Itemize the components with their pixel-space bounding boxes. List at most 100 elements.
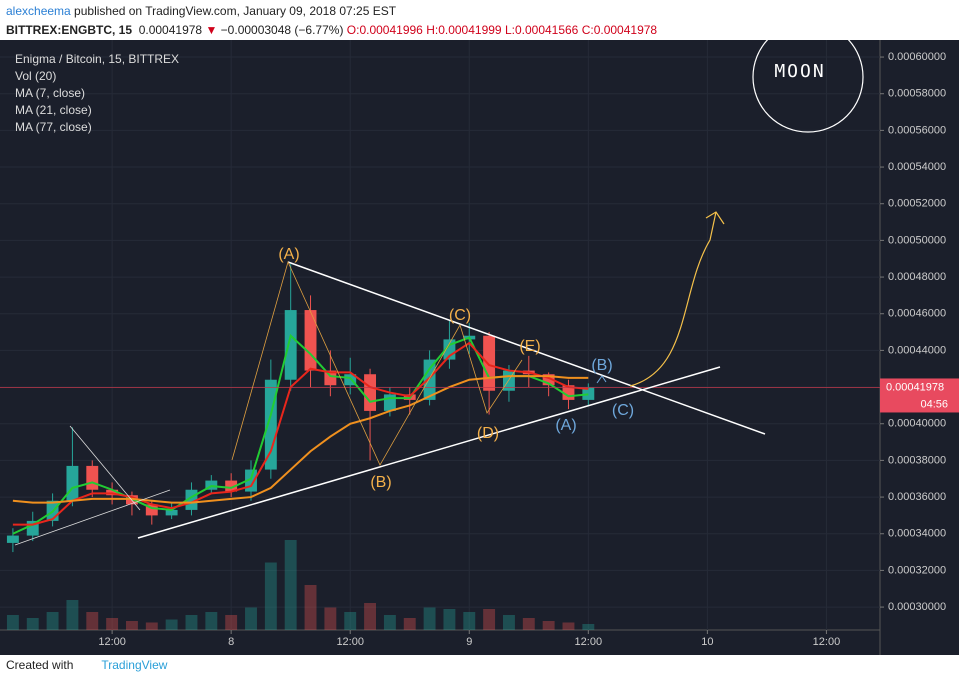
volume-bar — [284, 540, 297, 630]
candle-body — [26, 520, 39, 536]
y-tick-label: 0.00058000 — [888, 88, 946, 100]
created: Created with — [6, 658, 74, 672]
trend-line — [14, 489, 171, 546]
candle-body — [145, 504, 158, 516]
candle-body — [344, 374, 357, 386]
y-tick-label: 0.00030000 — [888, 601, 946, 613]
candle-body — [225, 480, 238, 492]
candle-body — [542, 374, 555, 386]
change: −0.00003048 (−6.77%) — [220, 23, 344, 37]
candle-body — [264, 379, 277, 470]
y-tick-label: 0.00048000 — [888, 271, 946, 283]
candle-body — [423, 359, 436, 400]
x-tick-label: 10 — [701, 636, 713, 648]
candle-body — [66, 465, 79, 501]
volume-bar — [562, 622, 575, 630]
volume-bar — [225, 615, 238, 630]
x-tick-label: 9 — [466, 636, 472, 648]
wave-label: (A) — [555, 417, 576, 434]
volume-bar — [125, 621, 138, 630]
moon-arrow — [629, 211, 717, 387]
moon-circle — [752, 40, 864, 133]
candle-body — [562, 385, 575, 400]
volume-bar — [582, 624, 595, 630]
legend-entry: MA (21, close) — [15, 103, 92, 117]
high: H:0.00041999 — [426, 23, 502, 37]
volume-bar — [6, 615, 19, 630]
author[interactable]: alexcheema — [6, 4, 71, 18]
blue-labels: (B) (A) (C) — [555, 357, 634, 434]
candle-body — [185, 489, 198, 510]
volume-bar — [145, 622, 158, 630]
y-tick-label: 0.00038000 — [888, 454, 946, 466]
y-tick-label: 0.00034000 — [888, 528, 946, 540]
volume-bar — [522, 618, 535, 630]
header: alexcheema published on TradingView.com,… — [6, 2, 657, 40]
last-price-label: 0.00041978 — [886, 381, 944, 393]
wave-label: (B) — [370, 474, 391, 491]
y-tick-label: 0.00056000 — [888, 124, 946, 136]
chart: 0.00030000 0.00032000 0.00034000 0.00036000… — [0, 40, 959, 655]
volume-bar — [86, 612, 99, 630]
wave-line — [231, 260, 523, 466]
candle-body — [443, 339, 456, 360]
candle-body — [383, 394, 396, 411]
volume-bar — [443, 609, 456, 630]
candle-body — [364, 374, 377, 411]
volume-bar — [324, 607, 337, 630]
volume-bar — [364, 603, 377, 630]
x-tick-label: 12:00 — [575, 636, 603, 648]
y-tick-label: 0.00052000 — [888, 198, 946, 210]
legend-entry: MA (77, close) — [15, 120, 92, 134]
trend-line — [287, 261, 766, 435]
symbol: BITTREX:ENGBTC, 15 — [6, 23, 133, 37]
arrow-head — [705, 211, 725, 225]
low: L:0.00041566 — [504, 23, 579, 37]
volume-bar — [66, 600, 79, 630]
wave-label: (A) — [278, 246, 299, 263]
ma-line — [12, 341, 589, 526]
volume-bar — [106, 618, 119, 630]
y-tick-label: 0.00044000 — [888, 344, 946, 356]
wave-label: (C) — [449, 307, 471, 324]
plot: 0.00030000 0.00032000 0.00034000 0.00036000… — [0, 40, 959, 648]
volume-bar — [542, 621, 555, 630]
candle-body — [245, 469, 257, 492]
volume-bar — [165, 619, 178, 630]
open: O:0.00041996 — [346, 23, 423, 37]
y-tick-label: 0.00040000 — [888, 418, 946, 430]
last-price-box — [880, 378, 959, 413]
x-tick-label: 12:00 — [813, 636, 841, 648]
candle-body — [324, 370, 337, 386]
wave-label: (E) — [519, 338, 540, 355]
legend-entry: Enigma / Bitcoin, 15, BITTREX — [15, 52, 179, 66]
volume-bar — [483, 609, 496, 630]
x-tick-label: 12:00 — [336, 636, 364, 648]
x-tick-label: 12:00 — [98, 636, 126, 648]
candle-body — [582, 387, 595, 400]
x-tick-label: 8 — [228, 636, 234, 648]
volume-bar — [205, 612, 218, 630]
y-tick-label: 0.00060000 — [888, 51, 946, 63]
legend-entry: Vol (20) — [15, 69, 56, 83]
volume-bar — [403, 618, 416, 630]
volume-bar — [344, 612, 357, 630]
wave-label: (C) — [612, 402, 634, 419]
close: C:0.00041978 — [581, 23, 658, 37]
quote-line: BITTREX:ENGBTC, 15 0.00041978 ▼ −0.00003… — [6, 21, 657, 40]
candle-body — [304, 310, 317, 371]
candle-body — [502, 370, 515, 391]
legend-entry: MA (7, close) — [15, 86, 85, 100]
background — [0, 40, 959, 655]
brand[interactable]: TradingView — [101, 658, 168, 672]
volume-bar — [304, 585, 317, 630]
last: 0.00041978 — [138, 23, 203, 37]
candle-body — [6, 535, 19, 543]
trend-line — [137, 366, 721, 539]
arrow: ▼ — [205, 23, 218, 37]
y-tick-label: 0.00032000 — [888, 564, 946, 576]
candle-body — [86, 465, 99, 490]
blue-mark — [596, 375, 607, 384]
volume-bar — [245, 607, 257, 630]
moon-text: MOON — [774, 61, 825, 82]
